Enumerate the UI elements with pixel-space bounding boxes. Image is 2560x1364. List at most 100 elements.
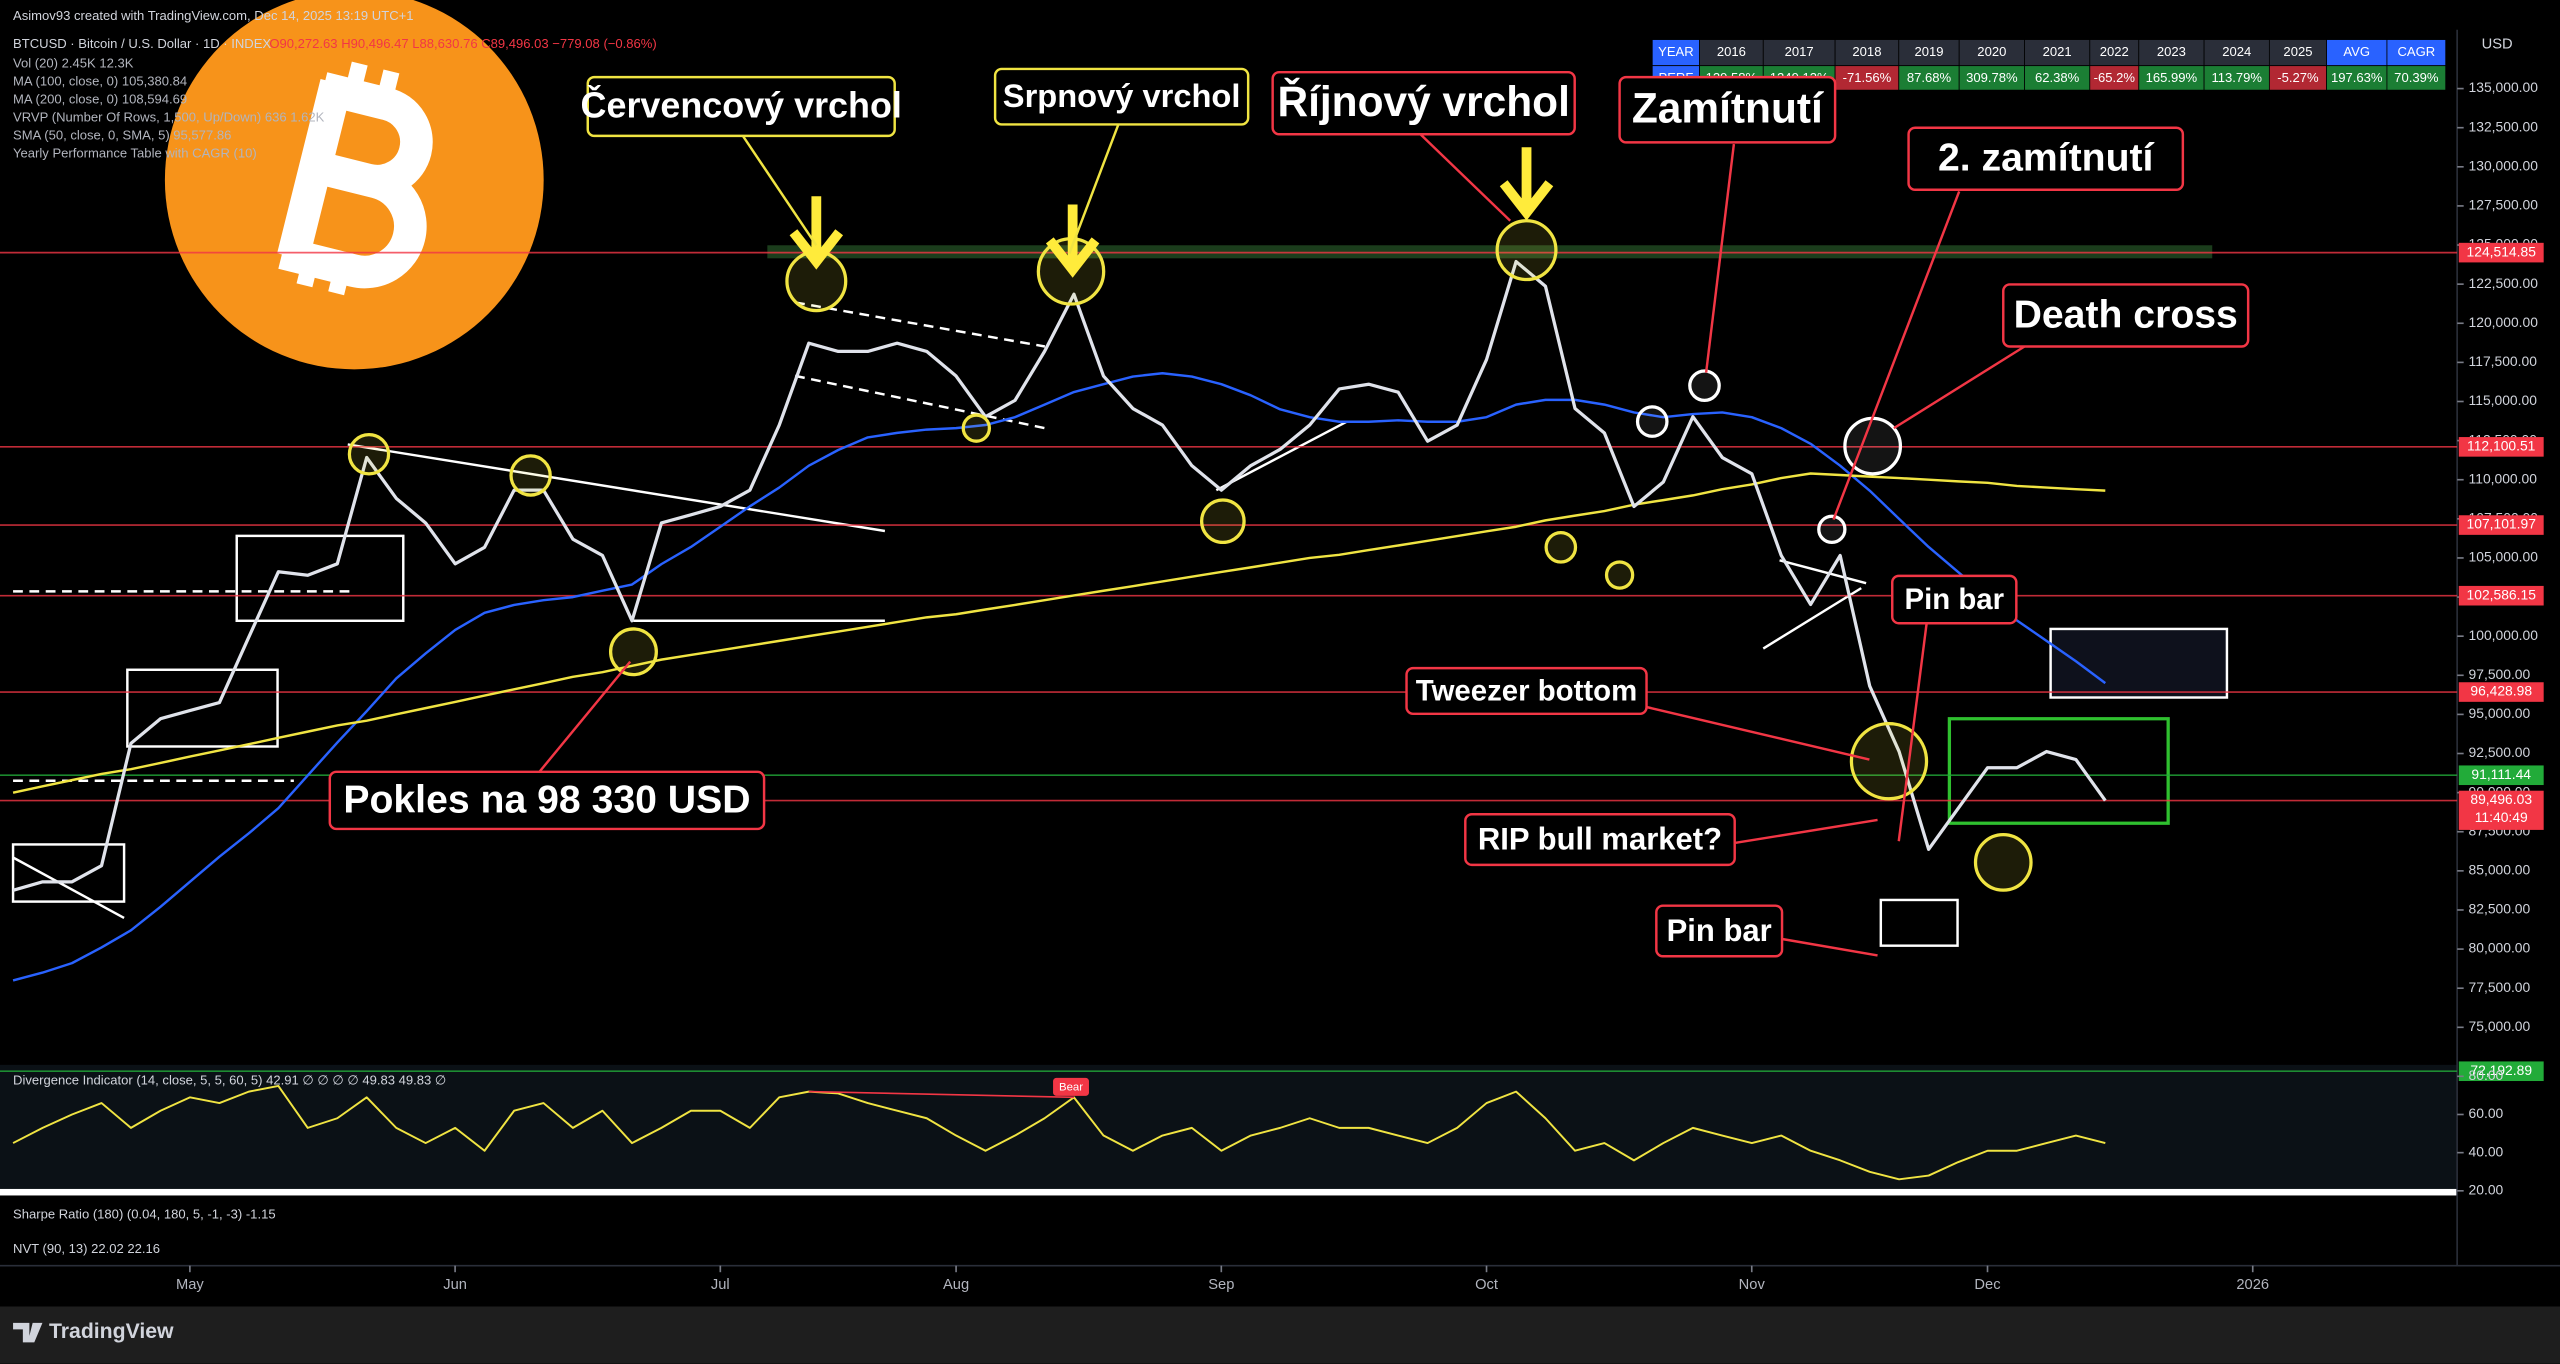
price-level-tag [2458,585,2544,606]
annotation-box [1907,126,2185,191]
footer-logo-icon [13,1322,43,1343]
annotation-text: Říjnový vrchol [1277,77,1569,125]
annotation-connector [1782,937,1878,957]
marker-circle [1635,405,1669,438]
x-tick-label: Dec [1974,1277,2000,1293]
annotation-text: Tweezer bottom [1416,674,1637,707]
bitcoin-logo [164,0,544,370]
series-line [12,1084,2106,1181]
table-header-cell [1958,39,2025,67]
table-header-cell [2268,39,2327,67]
price-level-tag [2458,437,2544,457]
bear-tag [1053,1077,1089,1096]
highlight-circle [608,627,658,677]
indicator-legend: Vol (20) 2.45K 12.3K [13,55,134,70]
table-header-cell [1762,39,1836,67]
price-level-label: 112,100.51 [2467,438,2536,454]
y-tick-label: 80,000.00 [2469,940,2531,956]
annotation-box [1891,574,2018,625]
highlight-circle [1544,530,1578,564]
annotation-box [1405,666,1648,716]
price-level-label: 102,586.15 [2467,586,2537,602]
table-header-text: 2024 [2222,44,2251,59]
annotation-text: Pin bar [1904,583,2004,616]
table-header-text: 2018 [1852,44,1881,59]
price-level-tag [2458,1061,2544,1082]
indicator-legend: MA (200, close, 0) 108,594.69 [13,91,187,106]
series-line [12,259,2107,892]
price-level-label: 107,101.97 [2467,516,2537,532]
annotation-connector [1419,133,1512,222]
logo-b-shape [277,72,433,289]
y-tick-label: 132,500.00 [2469,118,2539,134]
highlight-circle [1200,498,1246,545]
price-level-tag [2458,682,2544,702]
trend-line [12,856,125,919]
y-tick-label: 110,000.00 [2469,470,2538,486]
resistance-zone [767,245,2213,259]
annotation-text: RIP bull market? [1478,821,1722,856]
table-header-text: 2021 [2043,44,2072,59]
x-tick-label: Nov [1739,1277,1766,1293]
annotation-connector [1640,704,1870,761]
logo-b-bars [296,61,400,296]
table-cell-text: 70.39% [2394,70,2439,85]
annotation-box [2002,283,2250,348]
y-tick-label: 120,000.00 [2469,314,2539,330]
table-header-cell [2138,39,2205,67]
y-tick-label: 97,500.00 [2469,666,2531,682]
annotation-text: Srpnový vrchol [1003,77,1241,114]
table-cell [2024,65,2091,91]
range-box [126,668,279,748]
highlight-circle [347,433,391,476]
x-tick-label: Oct [1475,1277,1498,1293]
table-header-text: 2017 [1785,44,1814,59]
trend-line [347,443,886,533]
osc-tick-label: 20.00 [2469,1181,2504,1197]
annotation-box [1655,904,1784,958]
annotation-box [1464,813,1736,867]
annotation-box [1271,70,1576,136]
table-header-cell [1834,39,1900,67]
price-level-label: 72,192.89 [2470,1062,2532,1078]
table-header-text: YEAR [1658,44,1694,59]
indicator-legend: SMA (50, close, 0, SMA, 5) 95,577.86 [13,127,231,142]
annotation-connector [1735,818,1878,845]
annotation-box [328,770,766,831]
sharpe-legend: Sharpe Ratio (180) (0.04, 180, 5, -1, -3… [13,1207,276,1222]
table-header-text: 2016 [1717,44,1746,59]
table-header-cell [1898,39,1960,67]
x-tick-label: Jun [443,1277,467,1293]
ohlc: O90,272.63 H90,496.47 L88,630.76 C89,496… [269,36,656,51]
annotation-connector [537,660,632,774]
indicator-legend: VRVP (Number Of Rows, 1,500, Up/Down) 63… [13,109,325,124]
annotation-box [1618,75,1837,144]
price-level-label: 96,428.98 [2470,683,2532,699]
range-box [1879,898,1959,947]
footer-bar [0,1306,2560,1364]
series-line [12,372,2107,982]
annotation-connector [1704,143,1736,373]
table-cell-text: 113.79% [2211,70,2262,85]
price-countdown: 11:40:49 [2475,809,2528,825]
table-header-cell [2203,39,2270,67]
annotation-connector [1832,190,1961,520]
annotation-text: 2. zamítnutí [1938,137,2155,180]
table-cell [2386,65,2447,91]
arrow [789,196,844,270]
y-tick-label: 115,000.00 [2469,392,2538,408]
y-tick-label: 130,000.00 [2469,157,2539,173]
oscillator-title: Divergence Indicator (14, close, 5, 5, 6… [13,1073,446,1088]
x-tick-label: Aug [943,1277,969,1293]
table-header-text: 2023 [2157,44,2186,59]
table-header-text: CAGR [2397,44,2435,59]
annotation-text: Death cross [2014,293,2238,336]
table-cell-text: 197.63% [2331,70,2383,85]
table-cell-text: -5.27% [2277,70,2319,85]
price-level-label: 89,496.03 [2470,791,2532,807]
annotation-connector [1068,124,1120,254]
table-cell [2203,65,2270,91]
osc-tick-label: 60.00 [2469,1105,2504,1121]
price-level-tag [2458,242,2544,263]
